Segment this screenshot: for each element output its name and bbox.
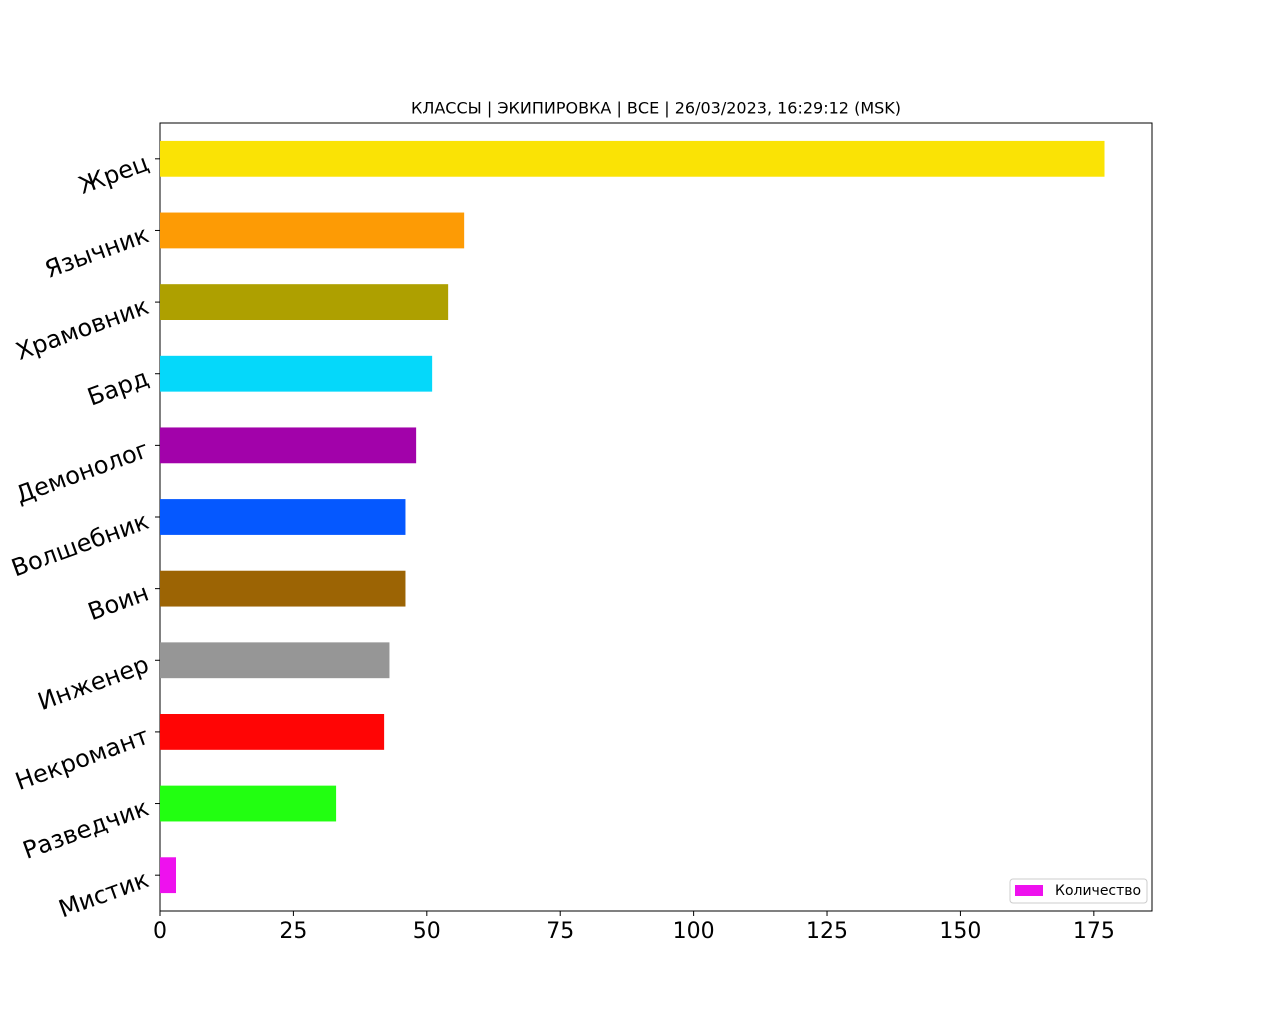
legend-box [1009, 878, 1148, 904]
bar [160, 785, 337, 822]
x-tick-label: 0 [153, 919, 167, 944]
bar [160, 212, 465, 249]
y-tick-label: Инженер [34, 650, 152, 716]
x-tick-label: 100 [673, 919, 715, 944]
y-tick-label: Разведчик [19, 793, 152, 864]
y-tick-label: Волшебник [8, 507, 153, 582]
bar [160, 427, 417, 464]
chart-title: КЛАССЫ | ЭКИПИРОВКА | ВСЕ | 26/03/2023, … [411, 99, 901, 118]
bar [160, 499, 406, 535]
y-tick-label: Жрец [75, 149, 152, 200]
bar [160, 857, 177, 894]
x-tick-label: 175 [1073, 919, 1115, 944]
bar [160, 284, 449, 320]
bar [160, 642, 390, 679]
bar [160, 355, 433, 392]
y-tick-label: Язычник [41, 220, 152, 283]
y-tick-label: Бард [84, 364, 153, 412]
legend-label: Количество [1055, 883, 1141, 899]
x-tick-label: 50 [413, 919, 441, 944]
x-tick-label: 150 [939, 919, 981, 944]
x-tick-label: 75 [546, 919, 574, 944]
bar [160, 140, 1105, 177]
y-tick-label: Некромант [12, 722, 153, 796]
bar [160, 714, 385, 750]
legend-swatch [1015, 885, 1043, 896]
y-tick-label: Демонолог [12, 435, 152, 509]
x-tick-label: 25 [279, 919, 307, 944]
x-tick-label: 125 [806, 919, 848, 944]
y-tick-label: Воин [84, 579, 152, 627]
y-tick-label: Храмовник [12, 292, 152, 366]
bar [160, 570, 406, 607]
y-tick-label: Мистик [55, 865, 153, 923]
